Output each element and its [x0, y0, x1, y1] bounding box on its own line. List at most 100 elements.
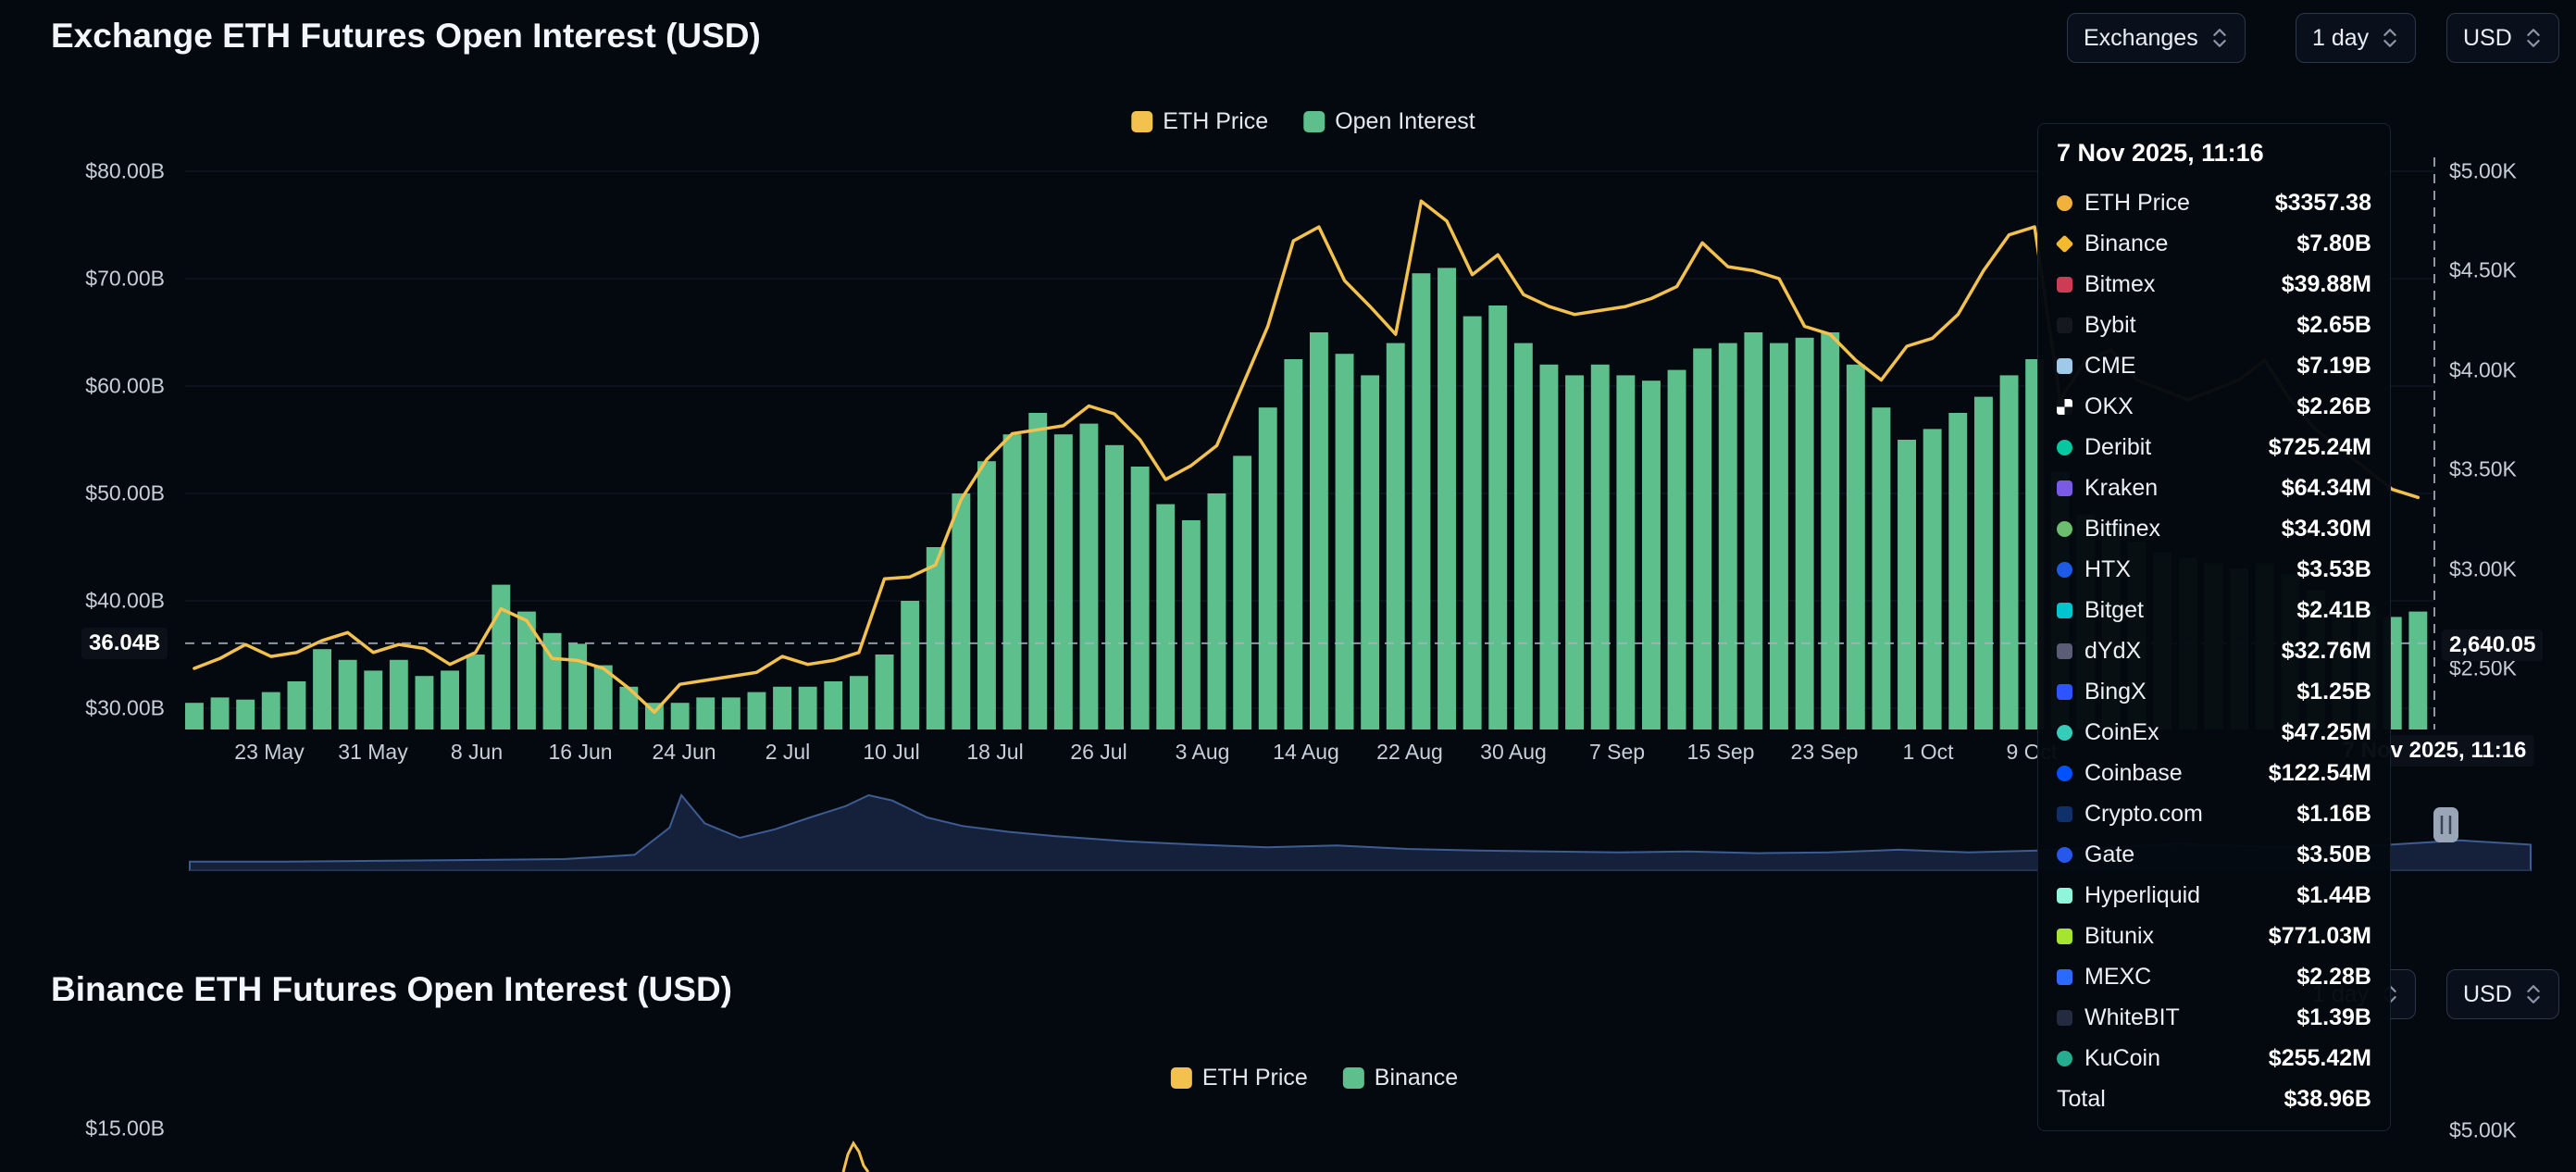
tooltip-exchange-value: $7.19B: [2296, 352, 2371, 379]
y-axis-right-tick: $3.50K: [2449, 456, 2517, 481]
tooltip-exchange-value: $7.80B: [2296, 230, 2371, 256]
gate-icon: [2057, 846, 2072, 863]
chevron-updown-icon: [2527, 29, 2540, 47]
tooltip-exchange-name: Coinbase: [2084, 759, 2183, 786]
x-axis-tick: 23 Sep: [1790, 740, 1859, 764]
tooltip-exchange-value: $34.30M: [2281, 515, 2371, 542]
x-axis-tick: 7 Sep: [1588, 740, 1646, 764]
y-axis-right-tick: $4.00K: [2449, 357, 2517, 382]
tooltip-row-mexc: MEXC $2.28B: [2057, 956, 2371, 997]
legend-label: ETH Price: [1201, 1065, 1308, 1091]
currency-select[interactable]: USD: [2446, 13, 2559, 63]
tooltip-exchange-name: BingX: [2084, 678, 2147, 704]
bitunix-icon: [2057, 928, 2072, 944]
crosshair-price-label: 2,640.05: [2442, 630, 2544, 661]
chart2-currency-select[interactable]: USD: [2446, 969, 2559, 1019]
legend-label: Open Interest: [1335, 108, 1475, 134]
tooltip-exchange-value: $32.76M: [2281, 637, 2371, 664]
x-axis-tick: 31 May: [338, 740, 408, 764]
tooltip-exchange-name: Bitunix: [2084, 922, 2155, 949]
bitget-icon: [2057, 602, 2072, 618]
okx-icon: [2057, 398, 2072, 415]
tooltip-exchange-name: Kraken: [2084, 474, 2159, 501]
tooltip-exchange-value: $3.50B: [2296, 841, 2371, 867]
legend-label: Binance: [1374, 1065, 1459, 1091]
exchanges-select-label: Exchanges: [2084, 24, 2198, 51]
x-axis-tick: 16 Jun: [548, 740, 613, 764]
x-axis-tick: 23 May: [234, 740, 305, 764]
tooltip-exchange-value: $1.44B: [2296, 881, 2371, 908]
tooltip-row-bitfinex: Bitfinex $34.30M: [2057, 508, 2371, 549]
tooltip-row-dydx: dYdX $32.76M: [2057, 630, 2371, 671]
tooltip-exchange-name: KuCoin: [2084, 1044, 2160, 1071]
tooltip-row-cme: CME $7.19B: [2057, 345, 2371, 386]
tooltip-row-okx: OKX $2.26B: [2057, 386, 2371, 427]
tooltip-row-eth-price: ETH Price $3357.38: [2057, 182, 2371, 223]
legend-label: ETH Price: [1163, 108, 1269, 134]
tooltip-row-hyperliquid: Hyperliquid $1.44B: [2057, 875, 2371, 916]
legend-item-eth-price[interactable]: ETH Price: [1131, 108, 1268, 135]
dydx-icon: [2057, 642, 2072, 659]
tooltip-exchange-name: Gate: [2084, 841, 2135, 867]
chart2-currency-select-label: USD: [2463, 980, 2512, 1007]
interval-select[interactable]: 1 day: [2296, 13, 2417, 63]
tooltip-exchange-value: $39.88M: [2281, 270, 2371, 297]
x-axis-tick: 10 Jul: [863, 740, 920, 764]
y-axis-left-tick: $60.00B: [85, 373, 165, 398]
y-axis-left-tick: $30.00B: [85, 695, 165, 720]
tooltip-exchange-value: $38.96B: [2284, 1085, 2371, 1112]
chart2-y-right-tick: $5.00K: [2449, 1117, 2517, 1142]
tooltip-row-coinex: CoinEx $47.25M: [2057, 712, 2371, 753]
mexc-icon: [2057, 968, 2072, 985]
tooltip-exchange-value: $255.42M: [2268, 1044, 2371, 1071]
chevron-updown-icon: [2527, 985, 2540, 1004]
legend-item-eth-price[interactable]: ETH Price: [1170, 1065, 1308, 1091]
tooltip-row-bitunix: Bitunix $771.03M: [2057, 916, 2371, 956]
tooltip-exchange-value: $47.25M: [2281, 718, 2371, 745]
tooltip-exchange-value: $2.26B: [2296, 393, 2371, 419]
tooltip-exchange-name: MEXC: [2084, 963, 2152, 990]
x-axis-tick: 14 Aug: [1273, 740, 1339, 764]
bingx-icon: [2057, 683, 2072, 700]
y-axis-right-tick: $4.50K: [2449, 257, 2517, 282]
tooltip-row-bitget: Bitget $2.41B: [2057, 590, 2371, 630]
x-axis-tick: 26 Jul: [1070, 740, 1127, 764]
tooltip-row-kucoin: KuCoin $255.42M: [2057, 1038, 2371, 1078]
tooltip-exchange-value: $771.03M: [2268, 922, 2371, 949]
chevron-updown-icon: [2383, 29, 2396, 47]
legend-item-binance[interactable]: Binance: [1342, 1065, 1459, 1091]
tooltip-row-whitebit: WhiteBIT $1.39B: [2057, 997, 2371, 1038]
tooltip-exchange-name: OKX: [2084, 393, 2134, 419]
kucoin-icon: [2057, 1050, 2072, 1066]
exchanges-select[interactable]: Exchanges: [2067, 13, 2246, 63]
tooltip-rows: ETH Price $3357.38 Binance $7.80B Bitmex $39.…: [2055, 182, 2371, 1119]
y-axis-right-tick: $5.00K: [2449, 158, 2517, 183]
tooltip-exchange-value: $1.39B: [2296, 1004, 2371, 1030]
tooltip-exchange-value: $2.41B: [2296, 596, 2371, 623]
tooltip-exchange-name: CoinEx: [2084, 718, 2159, 745]
eth-price-swatch: [1170, 1067, 1192, 1089]
crypto-com-icon: [2057, 805, 2072, 822]
tooltip-exchange-name: Hyperliquid: [2084, 881, 2201, 908]
tooltip-row-bybit: Bybit $2.65B: [2057, 305, 2371, 345]
tooltip-row-binance: Binance $7.80B: [2055, 223, 2371, 264]
tooltip-exchange-name: Crypto.com: [2084, 800, 2203, 827]
navigator-handle[interactable]: [2433, 807, 2458, 842]
x-axis-tick: 24 Jun: [652, 740, 716, 764]
x-axis-tick: 2 Jul: [765, 740, 811, 764]
x-axis-tick: 3 Aug: [1175, 740, 1230, 764]
tooltip-exchange-value: $3.53B: [2296, 555, 2371, 582]
deribit-icon: [2057, 439, 2072, 455]
tooltip-exchange-name: Bitmex: [2084, 270, 2156, 297]
tooltip-row-bitmex: Bitmex $39.88M: [2057, 264, 2371, 305]
x-axis-tick: 8 Jun: [450, 740, 504, 764]
chart2-legend: ETH Price Binance: [1170, 1065, 1459, 1091]
tooltip-row-gate: Gate $3.50B: [2057, 834, 2371, 875]
legend-item-open-interest[interactable]: Open Interest: [1303, 108, 1475, 135]
open-interest-swatch: [1303, 111, 1325, 132]
whitebit-icon: [2057, 1009, 2072, 1026]
y-axis-left-tick: $70.00B: [85, 266, 165, 291]
chart-tooltip: 7 Nov 2025, 11:16 ETH Price $3357.38 Binan…: [2037, 123, 2391, 1131]
tooltip-row-kraken: Kraken $64.34M: [2057, 468, 2371, 508]
tooltip-exchange-name: Bybit: [2084, 311, 2136, 338]
